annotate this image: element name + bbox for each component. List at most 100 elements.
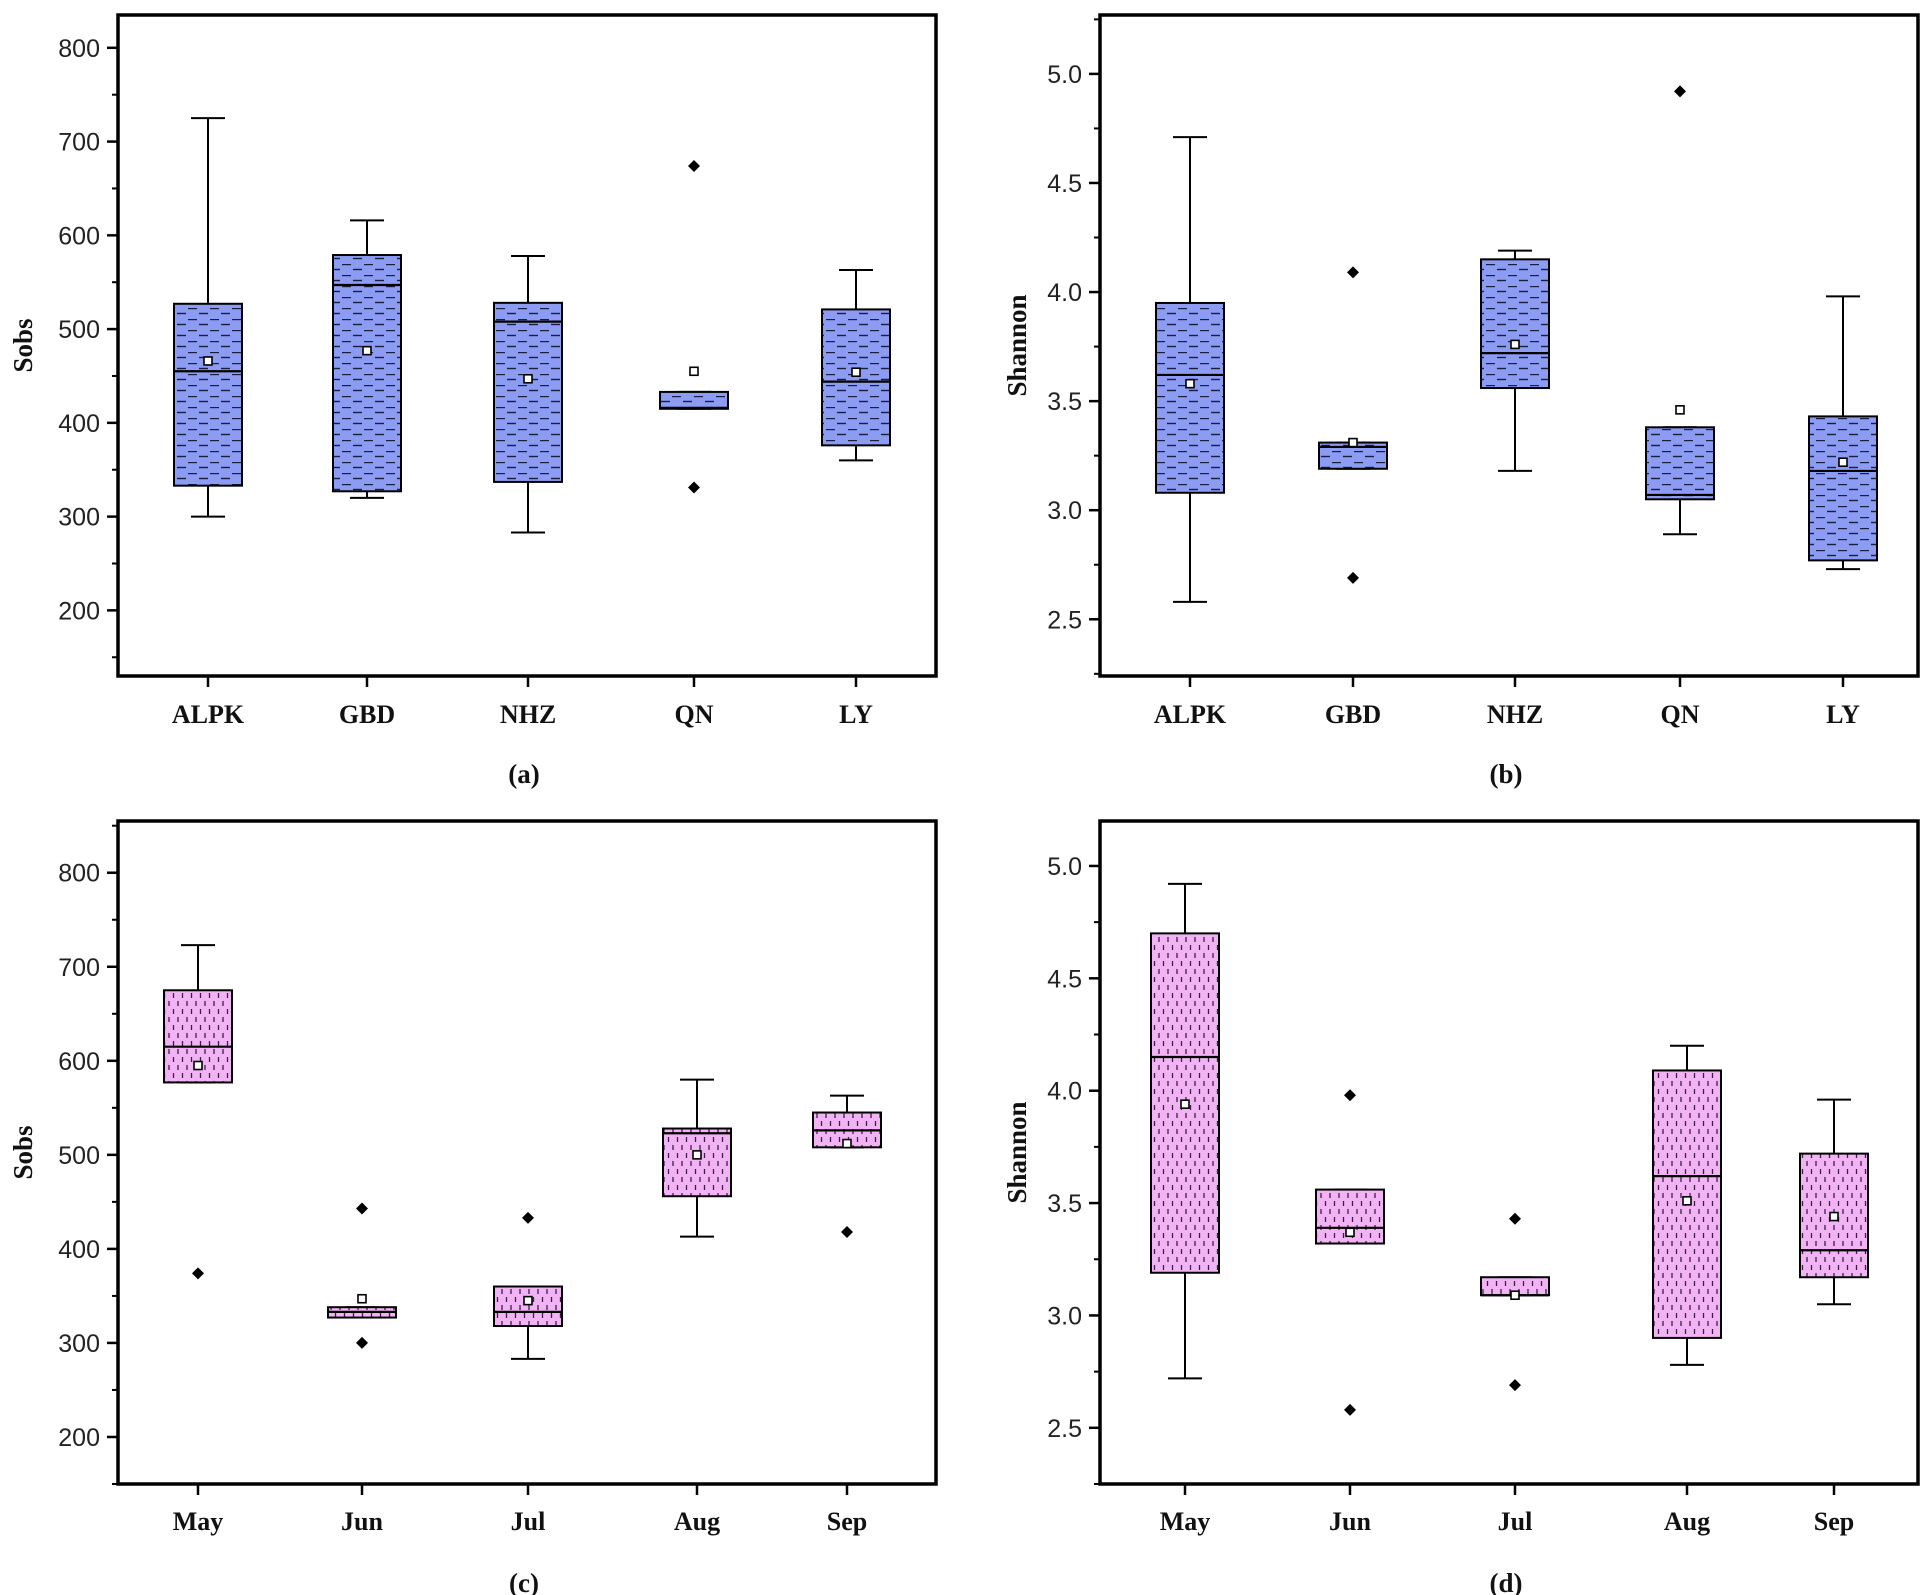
y-tick-label: 3.0 — [1047, 497, 1082, 525]
panel-b: 2.5 3.0 3.5 4.0 4.5 5.0 Shannon ALPK GBD NHZ QN LY (… — [1002, 13, 1920, 789]
outlier-point — [1344, 1403, 1356, 1416]
iqr-box — [173, 302, 243, 487]
outlier-point — [1347, 266, 1359, 279]
panel-label: (b) — [1490, 759, 1523, 789]
y-tick-label: 3.0 — [1047, 1302, 1082, 1330]
iqr-box — [1645, 426, 1715, 501]
mean-marker — [357, 1293, 367, 1304]
box-aug — [662, 1078, 732, 1238]
mean-marker — [1682, 1196, 1692, 1206]
y-tick-label: 2.5 — [1047, 1415, 1082, 1443]
panel-d: 2.5 3.0 3.5 4.0 4.5 5.0 Shannon May Jun Jul Aug Sep… — [1002, 819, 1920, 1595]
x-category-label: May — [173, 1507, 224, 1536]
outlier-point — [688, 159, 700, 172]
panel-label: (a) — [508, 759, 539, 789]
box-jul — [493, 1211, 563, 1360]
y-tick-label: 200 — [58, 1424, 100, 1452]
outlier-point — [1509, 1212, 1521, 1225]
mean-marker — [1345, 1227, 1355, 1238]
panel-c: 200 300 400 500 600 700 800 Sobs May Jun Jul Aug Sep… — [8, 819, 938, 1595]
y-tick-label: 4.5 — [1047, 965, 1082, 993]
y-axis-title: Shannon — [1002, 294, 1032, 396]
mean-marker — [692, 1150, 702, 1160]
x-category-label: LY — [839, 700, 873, 729]
mean-marker — [1510, 1290, 1520, 1301]
y-tick-label: 3.5 — [1047, 388, 1082, 416]
mean-marker — [1829, 1211, 1839, 1222]
y-tick-label: 500 — [58, 316, 100, 344]
iqr-box — [493, 1285, 563, 1328]
outlier-point — [356, 1336, 368, 1349]
box-gbd — [1318, 266, 1388, 584]
y-tick-label: 4.5 — [1047, 170, 1082, 198]
box-jun — [327, 1202, 397, 1349]
iqr-box — [1480, 258, 1550, 390]
y-tick-label: 400 — [58, 410, 100, 438]
x-category-label: Sep — [827, 1507, 867, 1536]
outlier-point — [522, 1211, 534, 1224]
mean-marker — [362, 345, 372, 356]
y-tick-label: 700 — [58, 129, 100, 157]
plot-frame — [116, 819, 938, 1486]
x-category-label: Sep — [1814, 1507, 1854, 1536]
x-category-label: NHZ — [500, 700, 556, 729]
iqr-box — [1799, 1152, 1869, 1279]
y-axis-title: Sobs — [8, 1125, 38, 1179]
iqr-box — [659, 390, 729, 410]
mean-marker — [1675, 405, 1685, 415]
box-qn — [1645, 85, 1715, 536]
y-tick-label: 800 — [58, 860, 100, 888]
y-tick-label: 200 — [58, 597, 100, 625]
outlier-point — [1674, 85, 1686, 98]
mean-marker — [842, 1138, 852, 1149]
x-category-label: LY — [1826, 700, 1860, 729]
y-tick-label: 800 — [58, 35, 100, 63]
outlier-point — [841, 1225, 853, 1238]
iqr-box — [493, 301, 563, 483]
y-tick-label: 5.0 — [1047, 853, 1082, 881]
y-tick-label: 2.5 — [1047, 606, 1082, 634]
mean-marker — [1180, 1099, 1190, 1109]
iqr-box — [662, 1127, 732, 1198]
outlier-point — [192, 1267, 204, 1280]
y-tick-label: 5.0 — [1047, 61, 1082, 89]
outlier-point — [688, 481, 700, 494]
box-jun — [1315, 1089, 1385, 1416]
x-category-label: Jun — [341, 1507, 383, 1536]
plot-frame — [116, 13, 938, 678]
y-axis-title: Sobs — [8, 318, 38, 372]
panel-label: (d) — [1490, 1568, 1523, 1595]
iqr-box — [332, 254, 402, 493]
x-category-label: Aug — [1664, 1507, 1710, 1536]
x-category-label: ALPK — [172, 700, 245, 729]
mean-marker — [1510, 339, 1520, 350]
box-qn — [659, 159, 729, 494]
box-aug — [1652, 1044, 1722, 1366]
panel-label: (c) — [509, 1568, 539, 1595]
x-category-label: GBD — [339, 700, 395, 729]
outlier-point — [1344, 1089, 1356, 1102]
y-tick-label: 300 — [58, 1330, 100, 1358]
x-category-label: Jun — [1329, 1507, 1371, 1536]
mean-marker — [689, 366, 699, 377]
box-may — [163, 944, 233, 1280]
box-alpk — [1155, 136, 1225, 603]
panel-a: 200 300 400 500 600 700 800 Sobs ALPK GBD NHZ QN LY (… — [8, 13, 938, 789]
box-nhz — [1480, 249, 1550, 472]
mean-marker — [203, 356, 213, 366]
box-gbd — [332, 219, 402, 499]
iqr-box — [1808, 415, 1878, 562]
mean-marker — [523, 373, 533, 384]
box-ly — [1808, 295, 1878, 571]
y-axis-title: Shannon — [1002, 1101, 1032, 1203]
x-category-label: May — [1160, 1507, 1211, 1536]
x-category-label: QN — [1661, 700, 1700, 729]
outlier-point — [1347, 571, 1359, 584]
x-category-label: ALPK — [1154, 700, 1227, 729]
mean-marker — [523, 1295, 533, 1306]
y-tick-label: 300 — [58, 504, 100, 532]
plot-frame — [1098, 819, 1920, 1486]
mean-marker — [193, 1060, 203, 1071]
x-category-label: Aug — [674, 1507, 720, 1536]
